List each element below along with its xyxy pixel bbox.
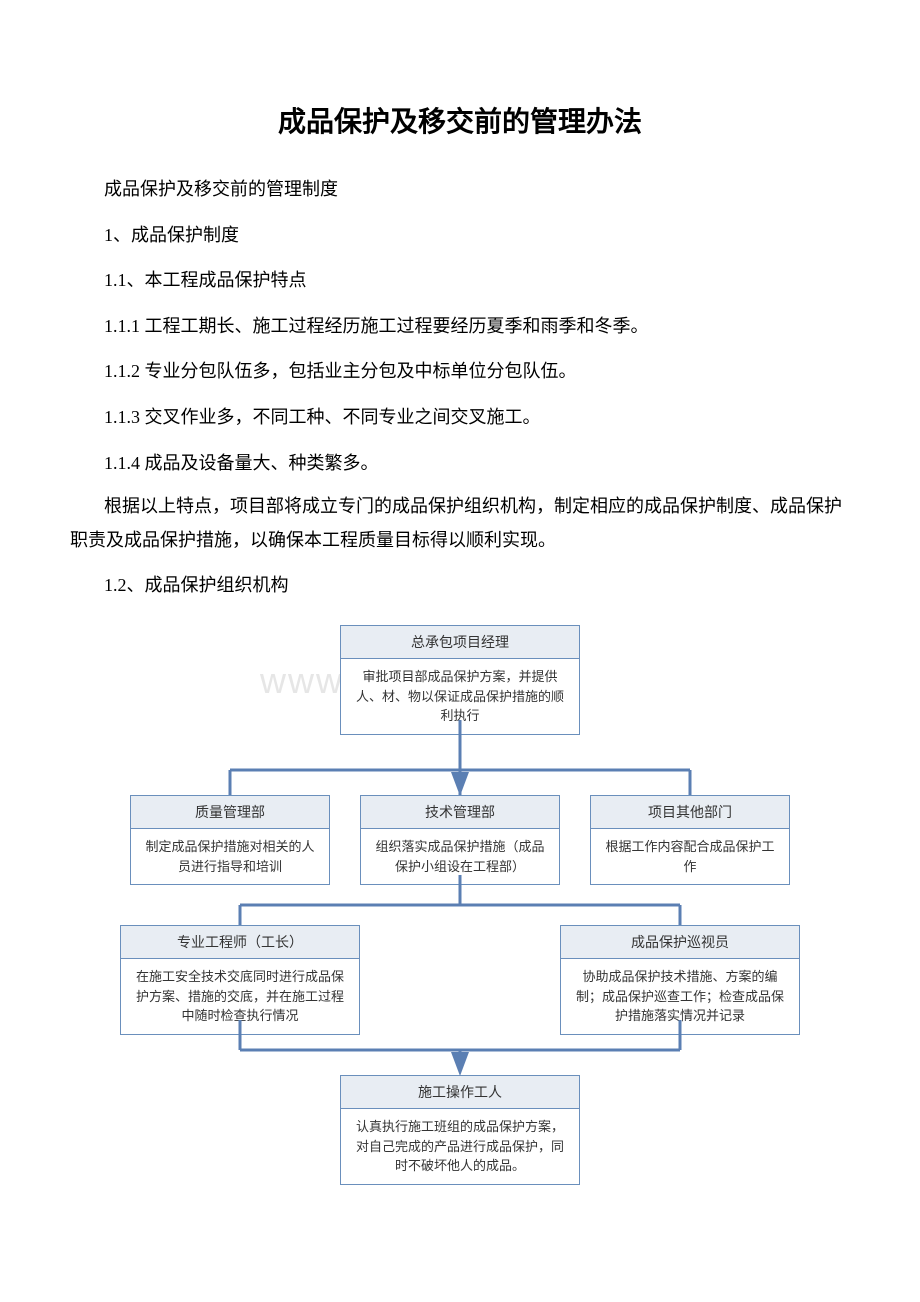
node-title: 技术管理部 — [361, 796, 559, 829]
para-1-1-4: 1.1.4 成品及设备量大、种类繁多。 — [70, 444, 850, 484]
page-title: 成品保护及移交前的管理办法 — [70, 100, 850, 140]
org-flowchart: www.bdocx.com 总承包项目经理 审批项目部成品保护方案，并提供人、材… — [120, 625, 800, 1185]
node-title: 项目其他部门 — [591, 796, 789, 829]
node-title: 成品保护巡视员 — [561, 926, 799, 959]
para-subtitle: 成品保护及移交前的管理制度 — [70, 170, 850, 210]
node-title: 总承包项目经理 — [341, 626, 579, 659]
node-general-contractor-pm: 总承包项目经理 审批项目部成品保护方案，并提供人、材、物以保证成品保护措施的顺利… — [340, 625, 580, 735]
para-1-1: 1.1、本工程成品保护特点 — [70, 261, 850, 301]
node-body: 在施工安全技术交底同时进行成品保护方案、措施的交底，并在施工过程中随时检查执行情… — [121, 959, 359, 1034]
node-inspector: 成品保护巡视员 协助成品保护技术措施、方案的编制；成品保护巡查工作；检查成品保护… — [560, 925, 800, 1035]
node-title: 专业工程师（工长） — [121, 926, 359, 959]
para-1-1-1: 1.1.1 工程工期长、施工过程经历施工过程要经历夏季和雨季和冬季。 — [70, 307, 850, 347]
node-tech-mgmt: 技术管理部 组织落实成品保护措施（成品保护小组设在工程部） — [360, 795, 560, 885]
para-1-2: 1.2、成品保护组织机构 — [70, 566, 850, 606]
para-body: 根据以上特点，项目部将成立专门的成品保护组织机构，制定相应的成品保护制度、成品保… — [70, 489, 850, 557]
node-engineer-foreman: 专业工程师（工长） 在施工安全技术交底同时进行成品保护方案、措施的交底，并在施工… — [120, 925, 360, 1035]
node-body: 审批项目部成品保护方案，并提供人、材、物以保证成品保护措施的顺利执行 — [341, 659, 579, 734]
node-quality-mgmt: 质量管理部 制定成品保护措施对相关的人员进行指导和培训 — [130, 795, 330, 885]
para-1-1-2: 1.1.2 专业分包队伍多，包括业主分包及中标单位分包队伍。 — [70, 352, 850, 392]
node-workers: 施工操作工人 认真执行施工班组的成品保护方案，对自己完成的产品进行成品保护，同时… — [340, 1075, 580, 1185]
node-body: 认真执行施工班组的成品保护方案，对自己完成的产品进行成品保护，同时不破坏他人的成… — [341, 1109, 579, 1184]
node-title: 质量管理部 — [131, 796, 329, 829]
para-1-1-3: 1.1.3 交叉作业多，不同工种、不同专业之间交叉施工。 — [70, 398, 850, 438]
node-body: 组织落实成品保护措施（成品保护小组设在工程部） — [361, 829, 559, 884]
node-body: 制定成品保护措施对相关的人员进行指导和培训 — [131, 829, 329, 884]
node-body: 根据工作内容配合成品保护工作 — [591, 829, 789, 884]
node-title: 施工操作工人 — [341, 1076, 579, 1109]
node-body: 协助成品保护技术措施、方案的编制；成品保护巡查工作；检查成品保护措施落实情况并记… — [561, 959, 799, 1034]
para-1: 1、成品保护制度 — [70, 216, 850, 256]
node-other-depts: 项目其他部门 根据工作内容配合成品保护工作 — [590, 795, 790, 885]
